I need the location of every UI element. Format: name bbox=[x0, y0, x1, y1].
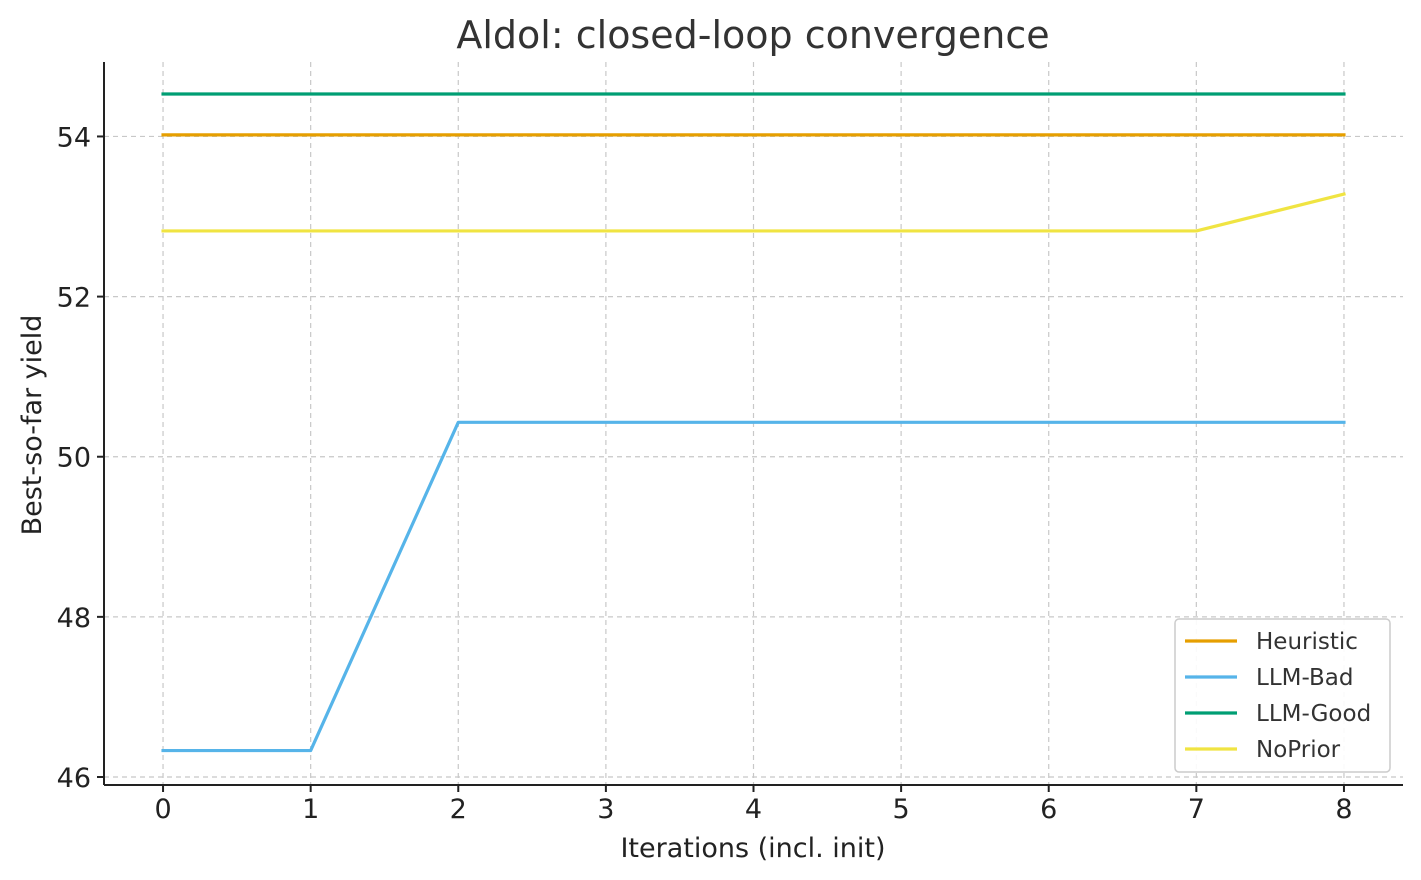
x-tick-label: 2 bbox=[450, 794, 467, 825]
y-tick-label: 48 bbox=[57, 603, 91, 634]
x-axis-label: Iterations (incl. init) bbox=[620, 833, 885, 864]
legend-label-llm-good: LLM-Good bbox=[1256, 701, 1371, 727]
x-tick-label: 3 bbox=[597, 794, 614, 825]
x-tick-label: 8 bbox=[1335, 794, 1352, 825]
x-tick-label: 1 bbox=[302, 794, 319, 825]
legend-label-llm-bad: LLM-Bad bbox=[1256, 665, 1353, 691]
legend-label-heuristic: Heuristic bbox=[1256, 629, 1358, 655]
y-tick-label: 54 bbox=[57, 122, 91, 153]
x-tick-label: 0 bbox=[154, 794, 171, 825]
x-tick-label: 7 bbox=[1188, 794, 1205, 825]
series-line-noprior bbox=[161, 192, 1346, 233]
legend-label-noprior: NoPrior bbox=[1256, 737, 1341, 763]
x-ticks: 0 1 2 3 4 5 6 7 8 bbox=[154, 785, 1353, 825]
y-tick-label: 46 bbox=[57, 763, 91, 794]
y-axis-label: Best-so-far yield bbox=[17, 315, 48, 536]
series-line-llm-bad bbox=[161, 420, 1346, 753]
x-tick-label: 5 bbox=[893, 794, 910, 825]
legend: Heuristic LLM-Bad LLM-Good NoPrior bbox=[1174, 618, 1391, 773]
y-ticks: 46 48 50 52 54 bbox=[57, 122, 104, 794]
x-tick-label: 6 bbox=[1040, 794, 1057, 825]
chart-title: Aldol: closed-loop convergence bbox=[456, 13, 1049, 57]
series-lines bbox=[161, 92, 1346, 753]
y-tick-label: 50 bbox=[57, 443, 91, 474]
x-tick-label: 4 bbox=[745, 794, 762, 825]
legend-box bbox=[1174, 618, 1391, 773]
y-tick-label: 52 bbox=[57, 283, 91, 314]
